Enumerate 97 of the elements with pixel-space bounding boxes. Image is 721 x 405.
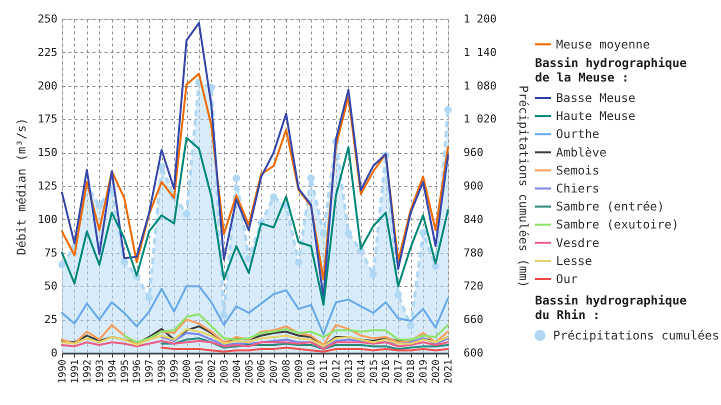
line-series [61, 318, 449, 346]
x-tick-label: 2020 [431, 360, 442, 384]
x-tick-label: 1999 [170, 360, 181, 384]
x-tick-label: 2014 [356, 360, 368, 384]
x-tick-label: 2017 [394, 360, 405, 384]
legend-label: Chiers [556, 182, 600, 196]
y2-tick-label: 600 [464, 346, 484, 360]
x-tick-label: 1992 [82, 360, 94, 384]
line-series [160, 337, 449, 350]
y-tick-label: 225 [38, 46, 58, 59]
line-series [123, 313, 449, 344]
y2-tick-label: 960 [464, 146, 484, 160]
point [270, 193, 278, 201]
point [232, 174, 240, 182]
legend-label: Meuse moyenne [556, 37, 650, 52]
x-tick-label: 1993 [94, 360, 106, 384]
y-tick-label: 50 [44, 280, 58, 293]
x-tick-label: 2012 [331, 360, 342, 384]
point [145, 294, 153, 302]
x-tick-label: 2011 [318, 360, 330, 384]
point [320, 230, 328, 238]
y2-tick-label: 720 [464, 280, 484, 293]
legend-label: Vesdre [556, 236, 600, 250]
point [344, 230, 352, 238]
y-tick-label: 200 [38, 79, 58, 92]
x-tick-label: 1994 [107, 360, 118, 384]
y-tick-label: 25 [44, 313, 58, 326]
x-tick-label: 1991 [70, 360, 81, 384]
x-tick-label: 2018 [406, 360, 418, 384]
y-tick-label: 125 [38, 180, 58, 192]
x-tick-label: 2009 [294, 360, 306, 384]
x-tick-label: 2002 [206, 360, 218, 384]
point [96, 202, 104, 210]
legend-label: Haute Meuse [556, 109, 636, 124]
x-tick-label: 2021 [444, 360, 454, 384]
y2-tick-label: 1 020 [464, 112, 497, 126]
legend-label: Basse Meuse [556, 91, 636, 105]
point [220, 311, 228, 319]
y-tick-label: 175 [38, 112, 58, 126]
line-series [61, 136, 449, 306]
x-tick-label: 2000 [182, 360, 194, 384]
line-series [61, 22, 449, 300]
line-series [61, 72, 449, 281]
point [120, 258, 128, 266]
x-tick-label: 1997 [144, 360, 156, 384]
x-tick-label: 1995 [120, 360, 131, 384]
point [307, 174, 315, 182]
x-tick-label: 2003 [219, 360, 230, 384]
y2-tick-label: 1 140 [464, 46, 497, 59]
y2-tick-label: 1 080 [464, 79, 497, 92]
legend-label: Our [556, 272, 578, 286]
y-tick-label: 100 [38, 212, 58, 226]
y-tick-label: 0 [50, 346, 58, 360]
y-tick-label: 75 [44, 246, 58, 260]
y2-axis-title: Précipitations cumulées (mm) [516, 85, 531, 288]
y-tick-label: 250 [38, 12, 58, 26]
text: Bassin hydrographique de la Meuse : [535, 56, 687, 85]
x-tick-label: 1998 [157, 360, 168, 384]
x-tick-label: 2013 [344, 360, 355, 384]
point [370, 270, 377, 278]
point [294, 258, 302, 266]
x-tick-label: 2001 [194, 360, 206, 384]
point [406, 322, 414, 330]
y-tick-label: 150 [38, 146, 58, 160]
legend-label: Sambre (entrée) [556, 200, 664, 214]
legend-label: Ourthe [556, 127, 600, 142]
legend-label: Semois [556, 163, 600, 178]
line-series [160, 332, 449, 349]
point [444, 106, 452, 114]
x-tick-label: 1996 [132, 360, 144, 384]
y2-tick-label: 1 200 [464, 12, 497, 26]
legend-label: Amblève [556, 145, 607, 160]
line-series [61, 340, 449, 350]
y2-tick-label: 900 [464, 180, 484, 192]
legend-label: Lesse [556, 254, 592, 268]
x-tick-label: 2007 [269, 360, 280, 384]
legend-label: Sambre (exutoire) [556, 218, 679, 232]
x-tick-label: 2016 [381, 360, 392, 384]
y-axis-title: Débit médian (m³/s) [14, 118, 29, 256]
y2-tick-label: 840 [464, 212, 484, 226]
x-tick-label: 2006 [256, 360, 268, 384]
line-series [61, 285, 449, 336]
text: Bassin hydrographique du Rhin : [535, 293, 687, 322]
point [394, 290, 402, 298]
y2-tick-label: 780 [464, 246, 484, 260]
legend-label: Précipitations cumulées [553, 328, 720, 342]
x-tick-label: 1990 [58, 360, 68, 384]
x-tick-label: 2010 [306, 360, 318, 384]
point [58, 260, 66, 268]
y2-tick-label: 660 [464, 313, 484, 326]
x-tick-label: 2008 [282, 360, 293, 384]
point [182, 210, 190, 218]
x-tick-label: 2004 [232, 360, 243, 384]
x-tick-label: 2005 [244, 360, 256, 384]
point [419, 229, 427, 236]
x-tick-label: 2019 [418, 360, 430, 384]
x-tick-label: 2015 [368, 360, 380, 384]
